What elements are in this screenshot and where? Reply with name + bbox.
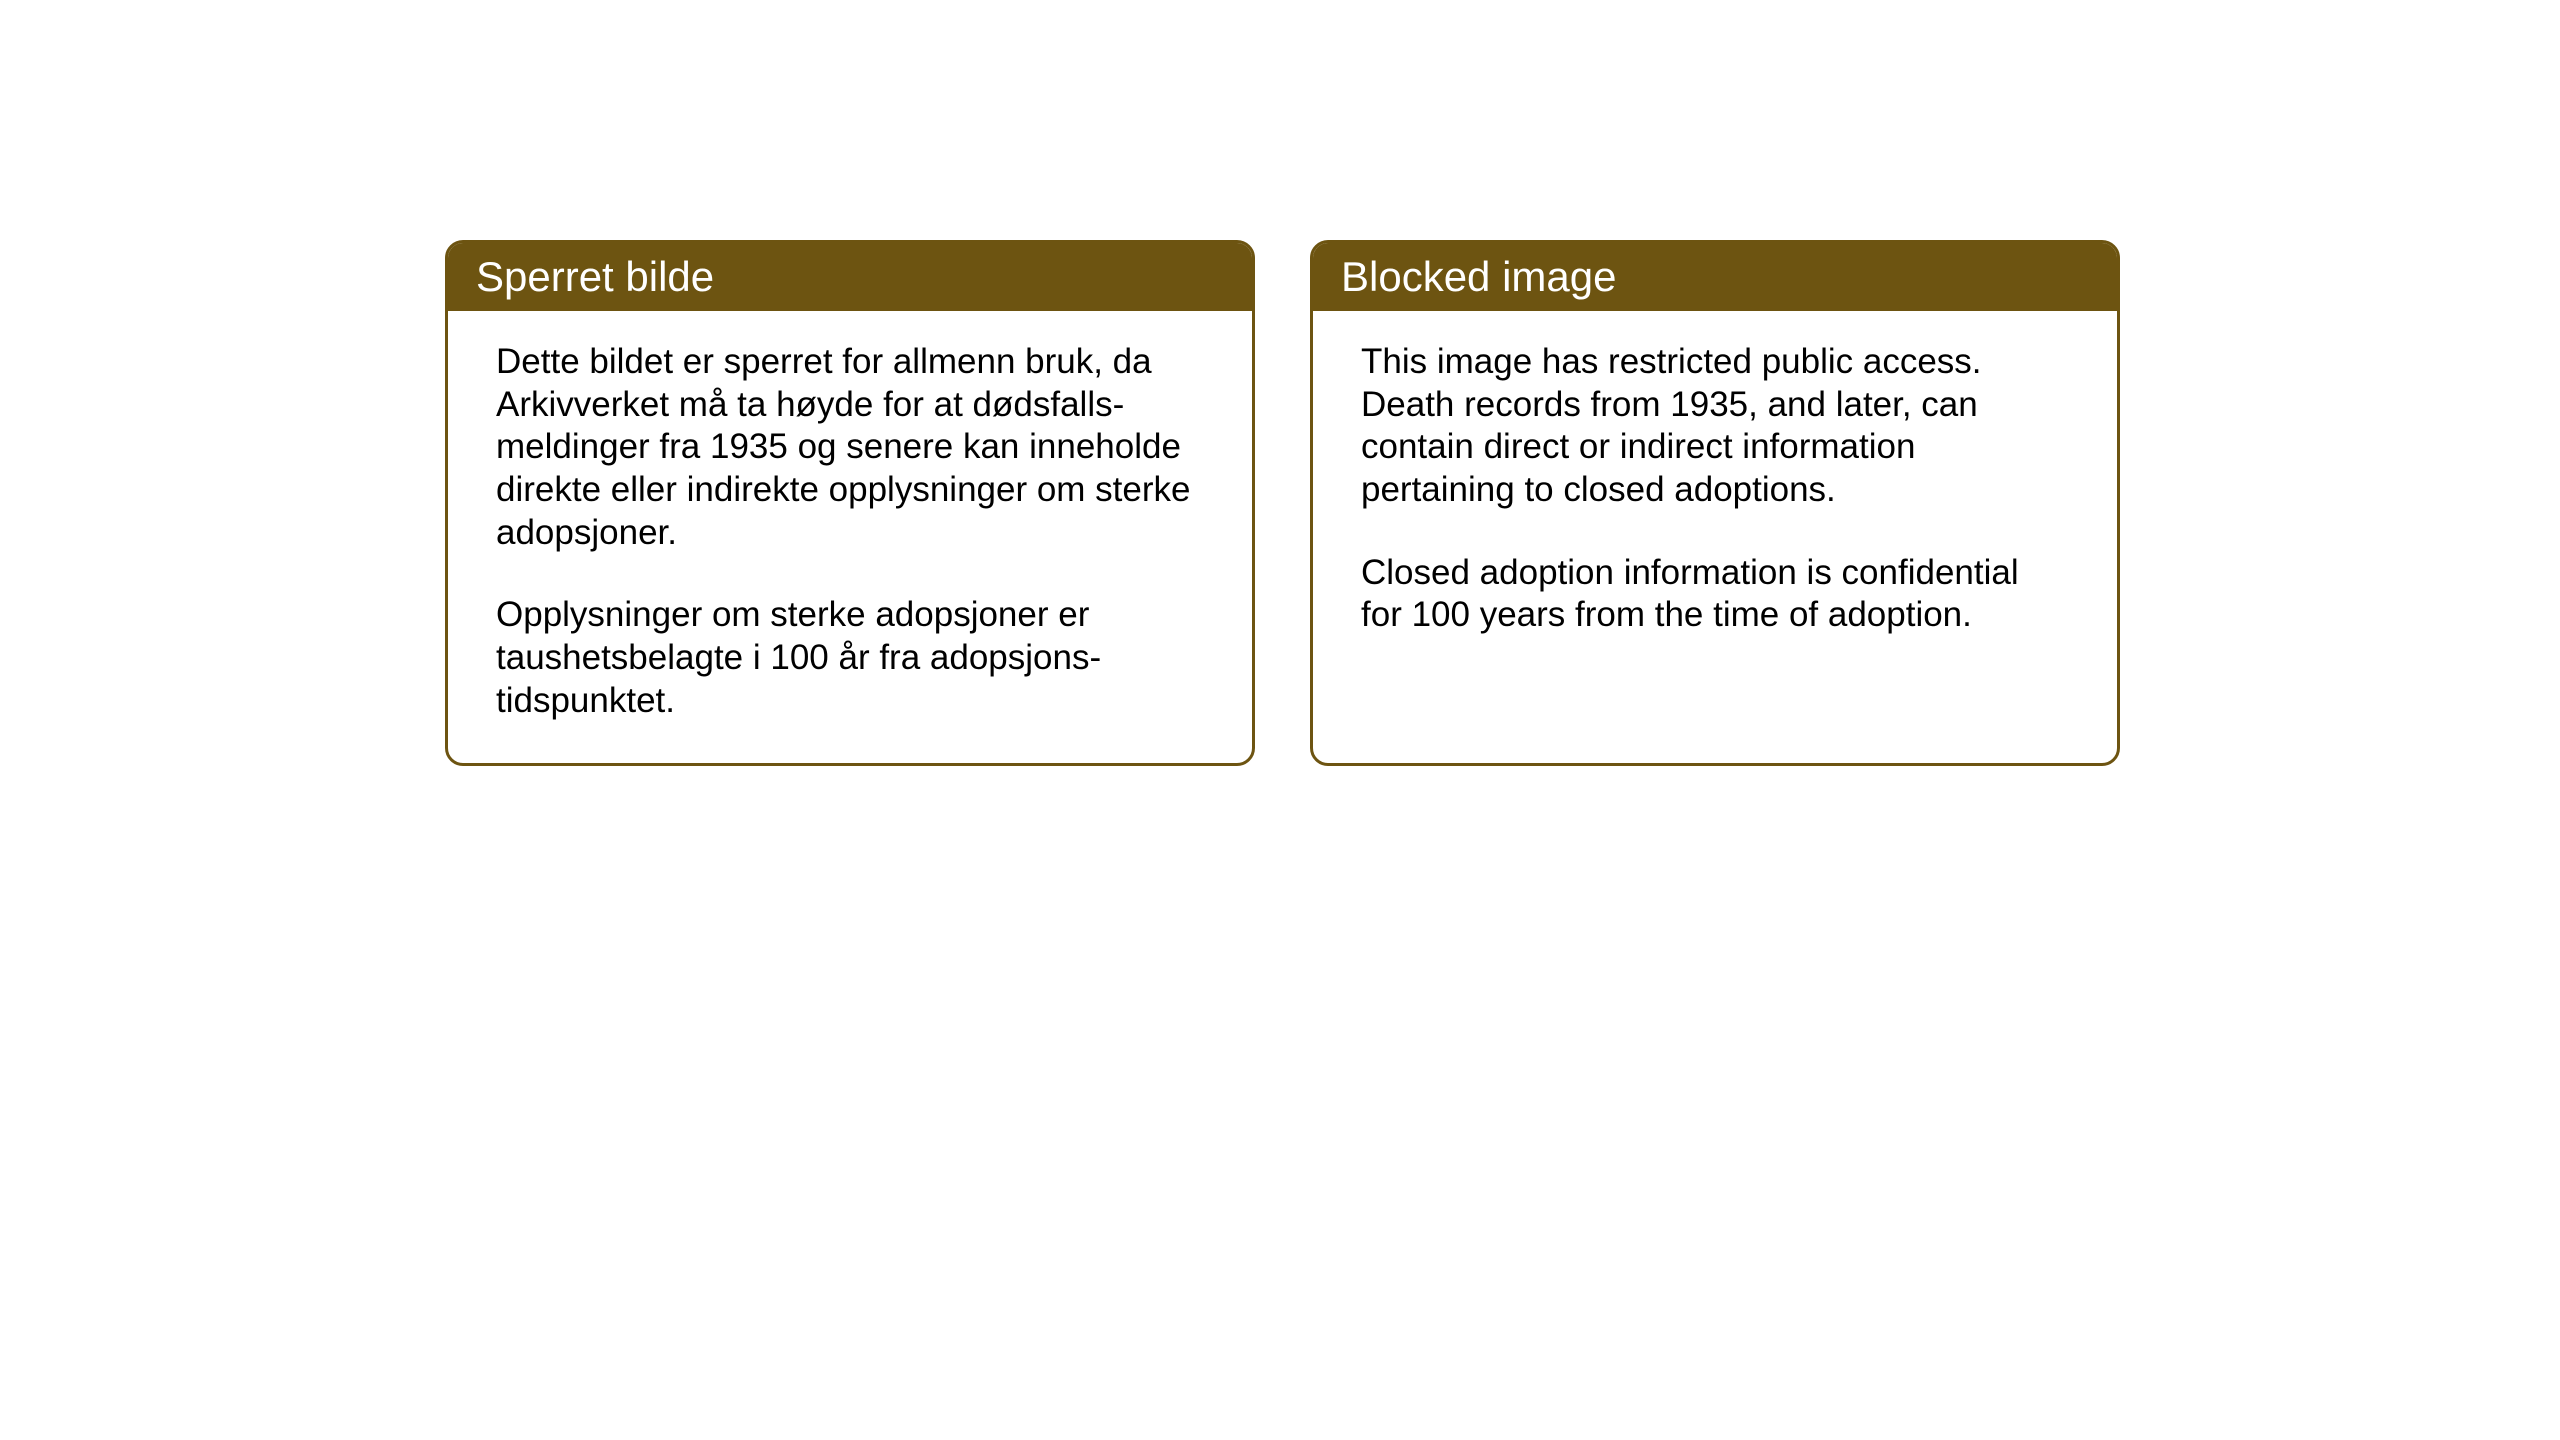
norwegian-card-title: Sperret bilde <box>476 253 714 300</box>
english-card-header: Blocked image <box>1313 243 2117 311</box>
english-card-title: Blocked image <box>1341 253 1616 300</box>
norwegian-paragraph-2: Opplysninger om sterke adopsjoner er tau… <box>496 594 1204 722</box>
norwegian-card-header: Sperret bilde <box>448 243 1252 311</box>
english-notice-card: Blocked image This image has restricted … <box>1310 240 2120 766</box>
norwegian-card-body: Dette bildet er sperret for allmenn bruk… <box>448 311 1252 763</box>
english-card-body: This image has restricted public access.… <box>1313 311 2117 711</box>
norwegian-notice-card: Sperret bilde Dette bildet er sperret fo… <box>445 240 1255 766</box>
english-paragraph-1: This image has restricted public access.… <box>1361 341 2069 512</box>
notice-container: Sperret bilde Dette bildet er sperret fo… <box>445 240 2120 766</box>
norwegian-paragraph-1: Dette bildet er sperret for allmenn bruk… <box>496 341 1204 554</box>
english-paragraph-2: Closed adoption information is confident… <box>1361 552 2069 637</box>
